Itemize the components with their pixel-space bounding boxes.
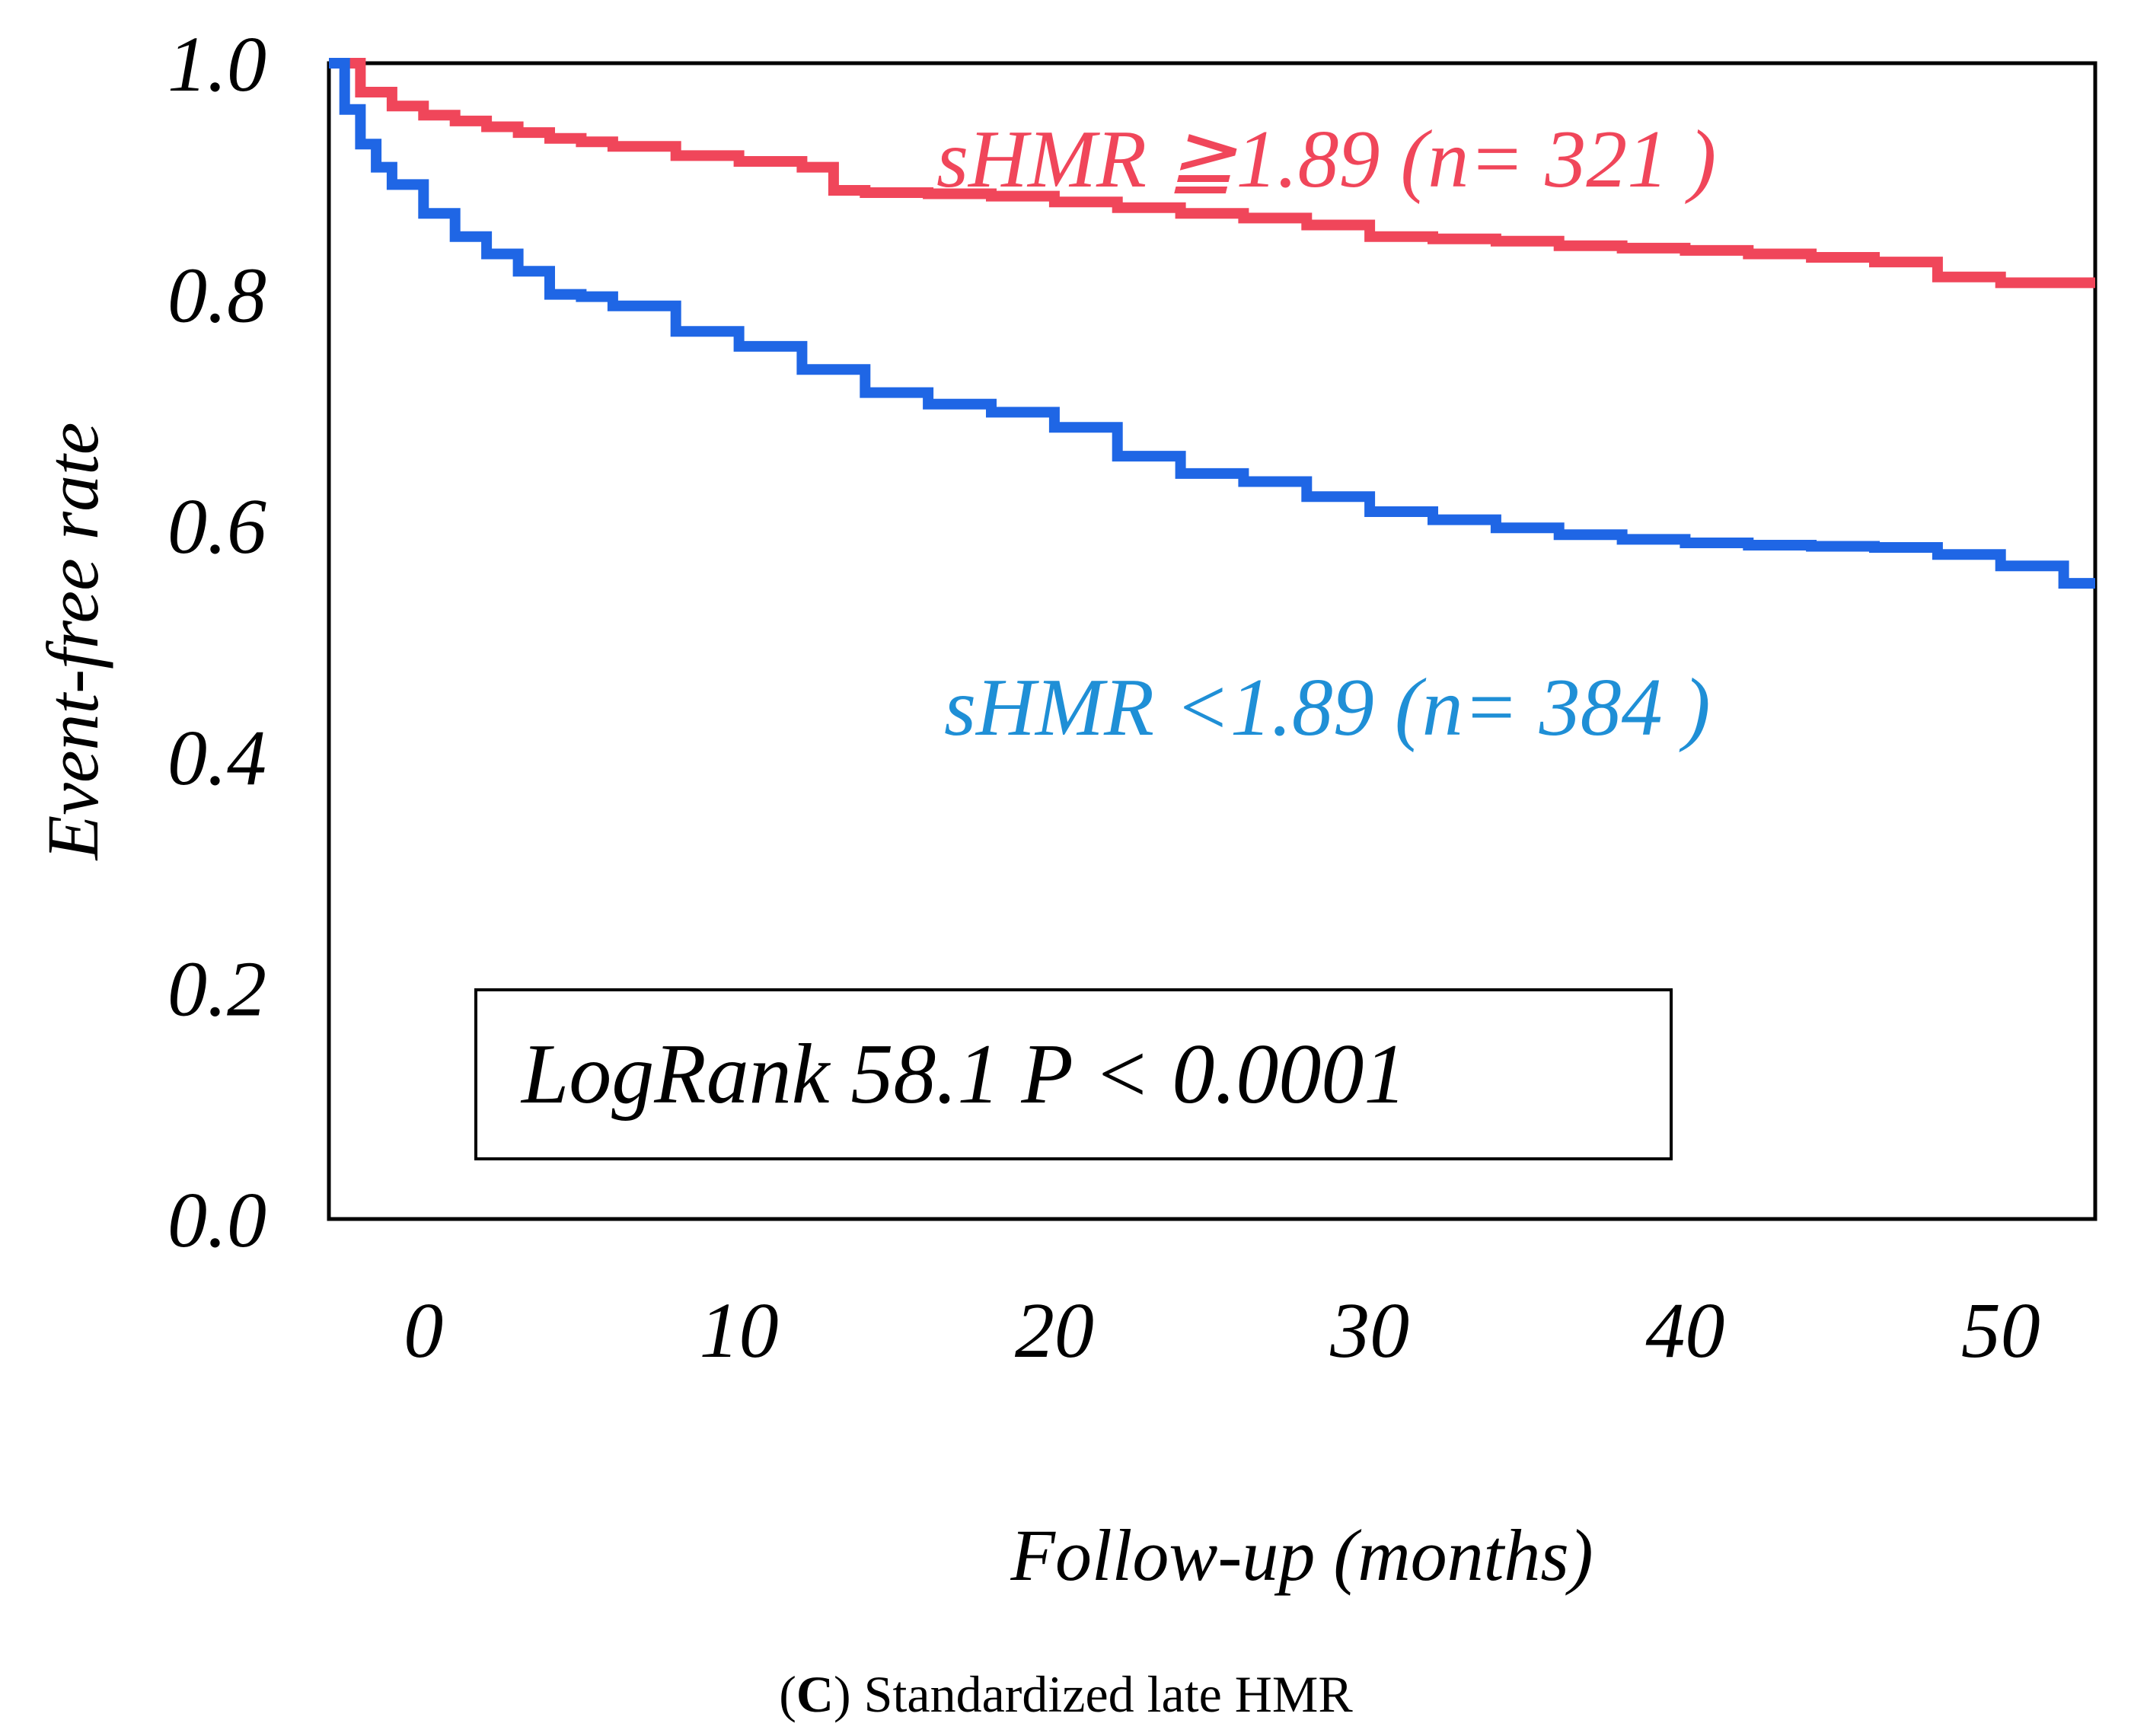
- y-tick-label: 0.4: [167, 714, 266, 802]
- series-label-low-shmr: sHMR <1.89 (n= 384 ): [944, 662, 1711, 753]
- caption-paren-open: (: [779, 1665, 796, 1723]
- y-axis-ticks: 0.0 0.2 0.4 0.6 0.8 1.0: [167, 21, 266, 1264]
- y-tick-label: 1.0: [167, 21, 266, 108]
- x-tick-label: 10: [700, 1287, 779, 1374]
- plot-frame: [327, 61, 2098, 1221]
- x-tick-label: 30: [1329, 1287, 1409, 1374]
- x-axis-title: Follow-up (months): [1010, 1514, 1593, 1596]
- x-tick-label: 40: [1645, 1287, 1724, 1374]
- x-axis-ticks: 0 10 20 30 40 50: [404, 1287, 2040, 1374]
- y-tick-label: 0.8: [167, 252, 266, 340]
- figure-caption: (C) Standardized late HMR: [779, 1665, 1353, 1723]
- caption-letter: C: [796, 1665, 834, 1723]
- x-tick-label: 50: [1961, 1287, 2040, 1374]
- series-lines: [329, 58, 2095, 589]
- logrank-box: [474, 988, 1673, 1160]
- x-tick-label: 20: [1015, 1287, 1094, 1374]
- y-tick-label: 0.2: [167, 945, 266, 1032]
- x-tick-label: 0: [404, 1287, 443, 1374]
- series-line-low-shmr: [329, 58, 2095, 589]
- y-tick-label: 0.6: [167, 483, 266, 570]
- caption-text: Standardized late HMR: [864, 1665, 1354, 1723]
- series-line-high-shmr: [329, 58, 2095, 289]
- series-label-high-shmr: sHMR ≧1.89 (n= 321 ): [936, 114, 1716, 205]
- y-axis-title: Event-free rate: [32, 423, 113, 862]
- caption-paren-close: ): [834, 1665, 864, 1723]
- y-tick-label: 0.0: [167, 1176, 266, 1264]
- logrank-annotation: LogRank 58.1 P < 0.0001: [520, 1027, 1406, 1122]
